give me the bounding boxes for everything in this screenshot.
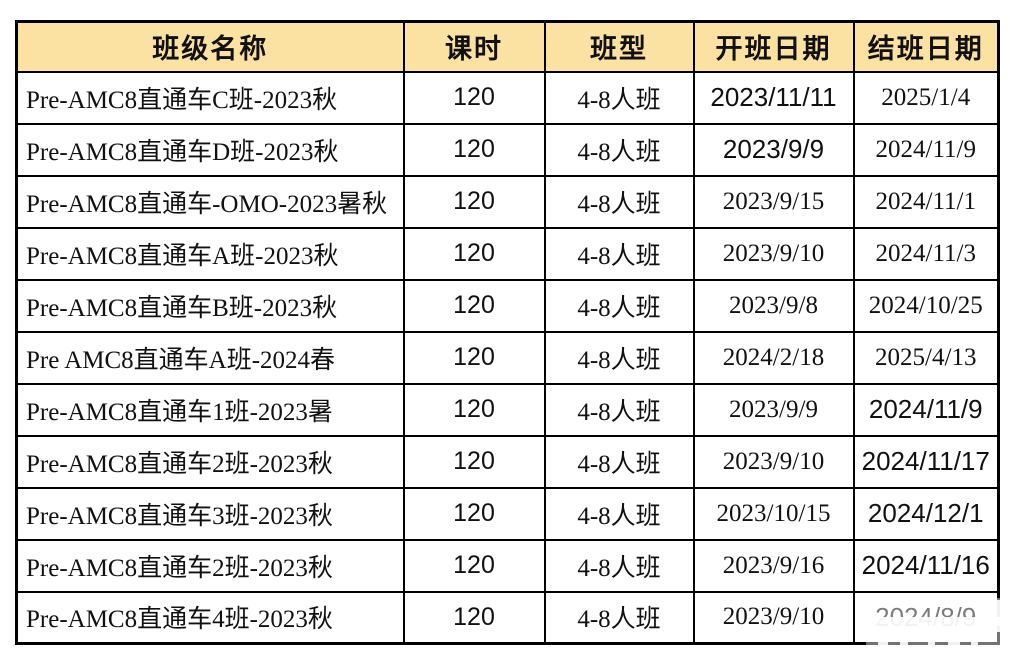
type-cell: 4-8人班 [543, 382, 695, 437]
table-row: Pre-AMC8直通车-OMO-2023暑秋 120 4-8人班 2023/9/… [15, 174, 1000, 229]
start-date-cell: 2023/9/8 [692, 278, 855, 333]
table-row: Pre-AMC8直通车4班-2023秋 120 4-8人班 2023/9/10 … [15, 590, 1000, 645]
hours-cell: 120 [402, 122, 546, 177]
start-date-cell: 2023/9/10 [692, 226, 855, 281]
header-cell-start-date: 开班日期 [692, 20, 855, 73]
type-cell: 4-8人班 [543, 538, 695, 593]
table-row: Pre-AMC8直通车C班-2023秋 120 4-8人班 2023/11/11… [15, 70, 1000, 125]
class-name-cell: Pre-AMC8直通车2班-2023秋 [15, 538, 405, 593]
class-schedule-table: 班级名称 课时 班型 开班日期 结班日期 Pre-AMC8直通车C班-2023秋… [15, 20, 1000, 645]
hours-cell: 120 [402, 278, 546, 333]
start-date-cell: 2023/9/10 [692, 434, 855, 489]
class-name-cell: Pre AMC8直通车A班-2024春 [15, 330, 405, 385]
hours-cell: 120 [402, 590, 546, 645]
start-date-cell: 2023/9/9 [692, 122, 855, 177]
hours-cell: 120 [402, 70, 546, 125]
type-cell: 4-8人班 [543, 122, 695, 177]
table-row: Pre-AMC8直通车1班-2023暑 120 4-8人班 2023/9/9 2… [15, 382, 1000, 437]
hours-cell: 120 [402, 486, 546, 541]
type-cell: 4-8人班 [543, 590, 695, 645]
header-cell-class-name: 班级名称 [15, 20, 405, 73]
end-date-cell: 2024/12/1 [852, 486, 1000, 541]
type-cell: 4-8人班 [543, 70, 695, 125]
type-cell: 4-8人班 [543, 486, 695, 541]
hours-cell: 120 [402, 226, 546, 281]
table-row: Pre-AMC8直通车B班-2023秋 120 4-8人班 2023/9/8 2… [15, 278, 1000, 333]
type-cell: 4-8人班 [543, 330, 695, 385]
start-date-cell: 2023/9/15 [692, 174, 855, 229]
header-cell-hours: 课时 [402, 20, 546, 73]
class-name-cell: Pre-AMC8直通车-OMO-2023暑秋 [15, 174, 405, 229]
end-date-cell: 2024/11/9 [852, 122, 1000, 177]
type-cell: 4-8人班 [543, 226, 695, 281]
class-name-cell: Pre-AMC8直通车1班-2023暑 [15, 382, 405, 437]
start-date-cell: 2023/11/11 [692, 70, 855, 125]
type-cell: 4-8人班 [543, 278, 695, 333]
hours-cell: 120 [402, 434, 546, 489]
table-row: Pre-AMC8直通车A班-2023秋 120 4-8人班 2023/9/10 … [15, 226, 1000, 281]
type-cell: 4-8人班 [543, 174, 695, 229]
start-date-cell: 2024/2/18 [692, 330, 855, 385]
start-date-cell: 2023/9/9 [692, 382, 855, 437]
end-date-cell: 2024/10/25 [852, 278, 1000, 333]
table-row: Pre-AMC8直通车2班-2023秋 120 4-8人班 2023/9/16 … [15, 538, 1000, 593]
header-cell-type: 班型 [543, 20, 695, 73]
end-date-cell: 2025/4/13 [852, 330, 1000, 385]
hours-cell: 120 [402, 330, 546, 385]
start-date-cell: 2023/9/10 [692, 590, 855, 645]
end-date-cell: 2025/1/4 [852, 70, 1000, 125]
end-date-cell: 2024/8/9 [852, 590, 1000, 645]
start-date-cell: 2023/10/15 [692, 486, 855, 541]
class-name-cell: Pre-AMC8直通车C班-2023秋 [15, 70, 405, 125]
end-date-cell: 2024/11/16 [852, 538, 1000, 593]
table-row: Pre AMC8直通车A班-2024春 120 4-8人班 2024/2/18 … [15, 330, 1000, 385]
class-name-cell: Pre-AMC8直通车4班-2023秋 [15, 590, 405, 645]
end-date-cell: 2024/11/9 [852, 382, 1000, 437]
header-row: 班级名称 课时 班型 开班日期 结班日期 [15, 20, 1000, 73]
class-name-cell: Pre-AMC8直通车D班-2023秋 [15, 122, 405, 177]
hours-cell: 120 [402, 174, 546, 229]
hours-cell: 120 [402, 538, 546, 593]
class-name-cell: Pre-AMC8直通车B班-2023秋 [15, 278, 405, 333]
table-row: Pre-AMC8直通车2班-2023秋 120 4-8人班 2023/9/10 … [15, 434, 1000, 489]
type-cell: 4-8人班 [543, 434, 695, 489]
class-name-cell: Pre-AMC8直通车2班-2023秋 [15, 434, 405, 489]
table-row: Pre-AMC8直通车D班-2023秋 120 4-8人班 2023/9/9 2… [15, 122, 1000, 177]
end-date-cell: 2024/11/1 [852, 174, 1000, 229]
table-row: Pre-AMC8直通车3班-2023秋 120 4-8人班 2023/10/15… [15, 486, 1000, 541]
end-date-cell: 2024/11/3 [852, 226, 1000, 281]
class-name-cell: Pre-AMC8直通车3班-2023秋 [15, 486, 405, 541]
end-date-cell: 2024/11/17 [852, 434, 1000, 489]
hours-cell: 120 [402, 382, 546, 437]
start-date-cell: 2023/9/16 [692, 538, 855, 593]
header-cell-end-date: 结班日期 [852, 20, 1000, 73]
class-name-cell: Pre-AMC8直通车A班-2023秋 [15, 226, 405, 281]
